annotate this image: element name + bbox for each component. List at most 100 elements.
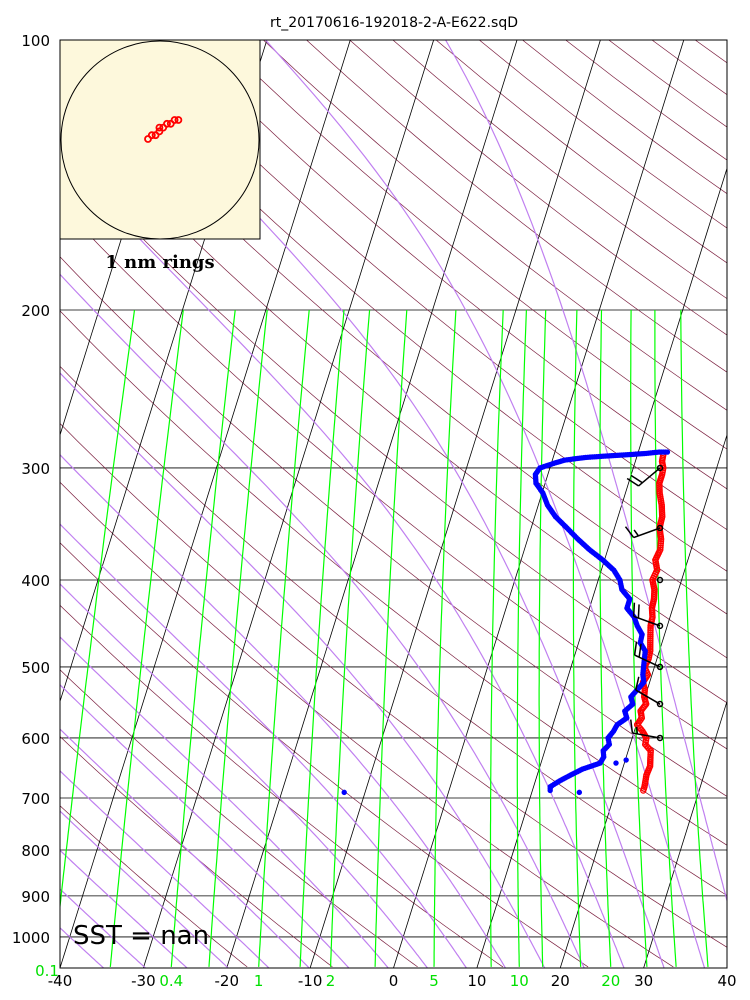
temperature-tick-label: -10	[298, 972, 323, 990]
barb-half-flag	[633, 529, 639, 537]
dry-adiabat	[176, 40, 727, 490]
dry-adiabat	[60, 152, 727, 704]
barb-flag	[626, 477, 639, 487]
barb-station-circle	[656, 524, 664, 532]
moist-adiabat	[93, 40, 665, 968]
temperature-point	[647, 629, 654, 636]
hodograph-point	[163, 119, 171, 128]
temperature-tick-label: -20	[215, 972, 240, 990]
pressure-tick-label: 100	[21, 32, 50, 50]
temperature-point	[647, 753, 654, 761]
moist-adiabat	[60, 636, 389, 968]
inset-ring	[60, 40, 260, 240]
temperature-point	[647, 643, 654, 651]
dewpoint-point	[664, 449, 671, 455]
temperature-tick-label: 30	[634, 972, 653, 990]
pressure-tick-label: 800	[21, 842, 50, 860]
mixing-ratio-label: 10	[510, 972, 529, 990]
pressure-tick-label: 300	[21, 460, 50, 478]
mixing-ratio-line	[109, 309, 184, 967]
temperature-point	[647, 637, 654, 644]
moist-adiabat	[60, 849, 188, 968]
dewpoint-point	[623, 757, 629, 763]
plot-frame	[59, 39, 728, 969]
temperature-point	[647, 641, 654, 649]
hodograph-inset	[59, 39, 261, 240]
mixing-ratio-label: 20	[601, 972, 620, 990]
inset-background	[59, 39, 261, 240]
isotherm-line	[226, 40, 518, 968]
dry-adiabat	[435, 40, 727, 264]
dry-adiabat	[60, 203, 727, 750]
temperature-tick-label: 40	[717, 972, 736, 990]
dry-adiabat	[60, 102, 727, 659]
sst-label: SST = nan	[73, 921, 209, 951]
barb-staff	[635, 689, 661, 705]
pressure-tick-label: 200	[21, 302, 50, 320]
pressure-tick-label: 400	[21, 572, 50, 590]
isotherm-line	[309, 40, 601, 968]
dry-adiabat	[694, 40, 727, 64]
wind-barb	[626, 464, 664, 487]
mixing-ratio-line	[258, 309, 310, 967]
mixing-ratio-line	[208, 309, 268, 967]
barb-flag	[637, 604, 640, 619]
isotherm-line	[60, 40, 351, 968]
barb-flag	[624, 526, 635, 539]
temperature-point	[643, 742, 650, 750]
moist-adiabat	[60, 583, 429, 968]
hodograph-point	[147, 131, 156, 140]
dry-adiabat	[651, 40, 727, 96]
temperature-point	[647, 749, 654, 757]
moist-adiabat	[60, 770, 270, 968]
dry-adiabat	[90, 40, 727, 572]
barb-flag	[630, 474, 643, 484]
temperature-point	[647, 751, 654, 759]
mixing-ratio-label: 5	[429, 972, 439, 990]
mixing-ratio-line	[60, 309, 136, 912]
moist-adiabat	[60, 683, 350, 968]
dry-adiabat	[608, 40, 727, 128]
dry-adiabat	[219, 40, 727, 450]
wind-barb	[633, 641, 664, 671]
wind-barb	[635, 676, 664, 708]
isotherm-line	[0, 40, 17, 968]
mixing-ratio-line	[516, 309, 527, 967]
barb-station-circle	[656, 576, 664, 584]
dry-adiabat	[60, 310, 727, 846]
temperature-tick-label: -40	[48, 972, 73, 990]
dry-adiabat	[60, 669, 418, 968]
mixing-ratio-label: 1	[254, 972, 264, 990]
pressure-tick-label: 500	[21, 659, 50, 677]
barb-flag	[633, 641, 638, 656]
chart-title: rt_20170616-192018-2-A-E622.sqD	[270, 15, 518, 31]
dry-adiabat	[60, 805, 248, 968]
barb-flag	[638, 643, 642, 658]
wind-barb	[624, 524, 664, 539]
dry-adiabat	[133, 40, 727, 531]
barb-station-circle	[656, 464, 664, 472]
dewpoint-point	[613, 760, 619, 766]
hodograph-point	[174, 116, 183, 124]
pressure-tick-label: 900	[21, 888, 50, 906]
temperature-tick-label: 20	[551, 972, 570, 990]
wind-barb	[632, 602, 664, 630]
mixing-ratio-line	[489, 309, 504, 967]
barb-staff	[633, 527, 661, 539]
isotherm-line	[393, 40, 685, 968]
mixing-ratio-label: 0.1	[35, 962, 59, 980]
mixing-ratio-line	[374, 309, 408, 967]
dry-adiabat	[60, 736, 333, 968]
mixing-ratio-line	[330, 309, 371, 967]
mixing-ratio-line	[538, 309, 547, 967]
wind-barb	[656, 576, 664, 584]
temperature-point	[647, 631, 654, 638]
barb-flag	[632, 602, 636, 617]
isotherm-line	[559, 433, 727, 968]
moist-adiabat	[60, 810, 230, 968]
isotherm-line	[643, 700, 727, 968]
moist-adiabat	[60, 152, 625, 968]
moist-adiabat	[445, 40, 727, 903]
